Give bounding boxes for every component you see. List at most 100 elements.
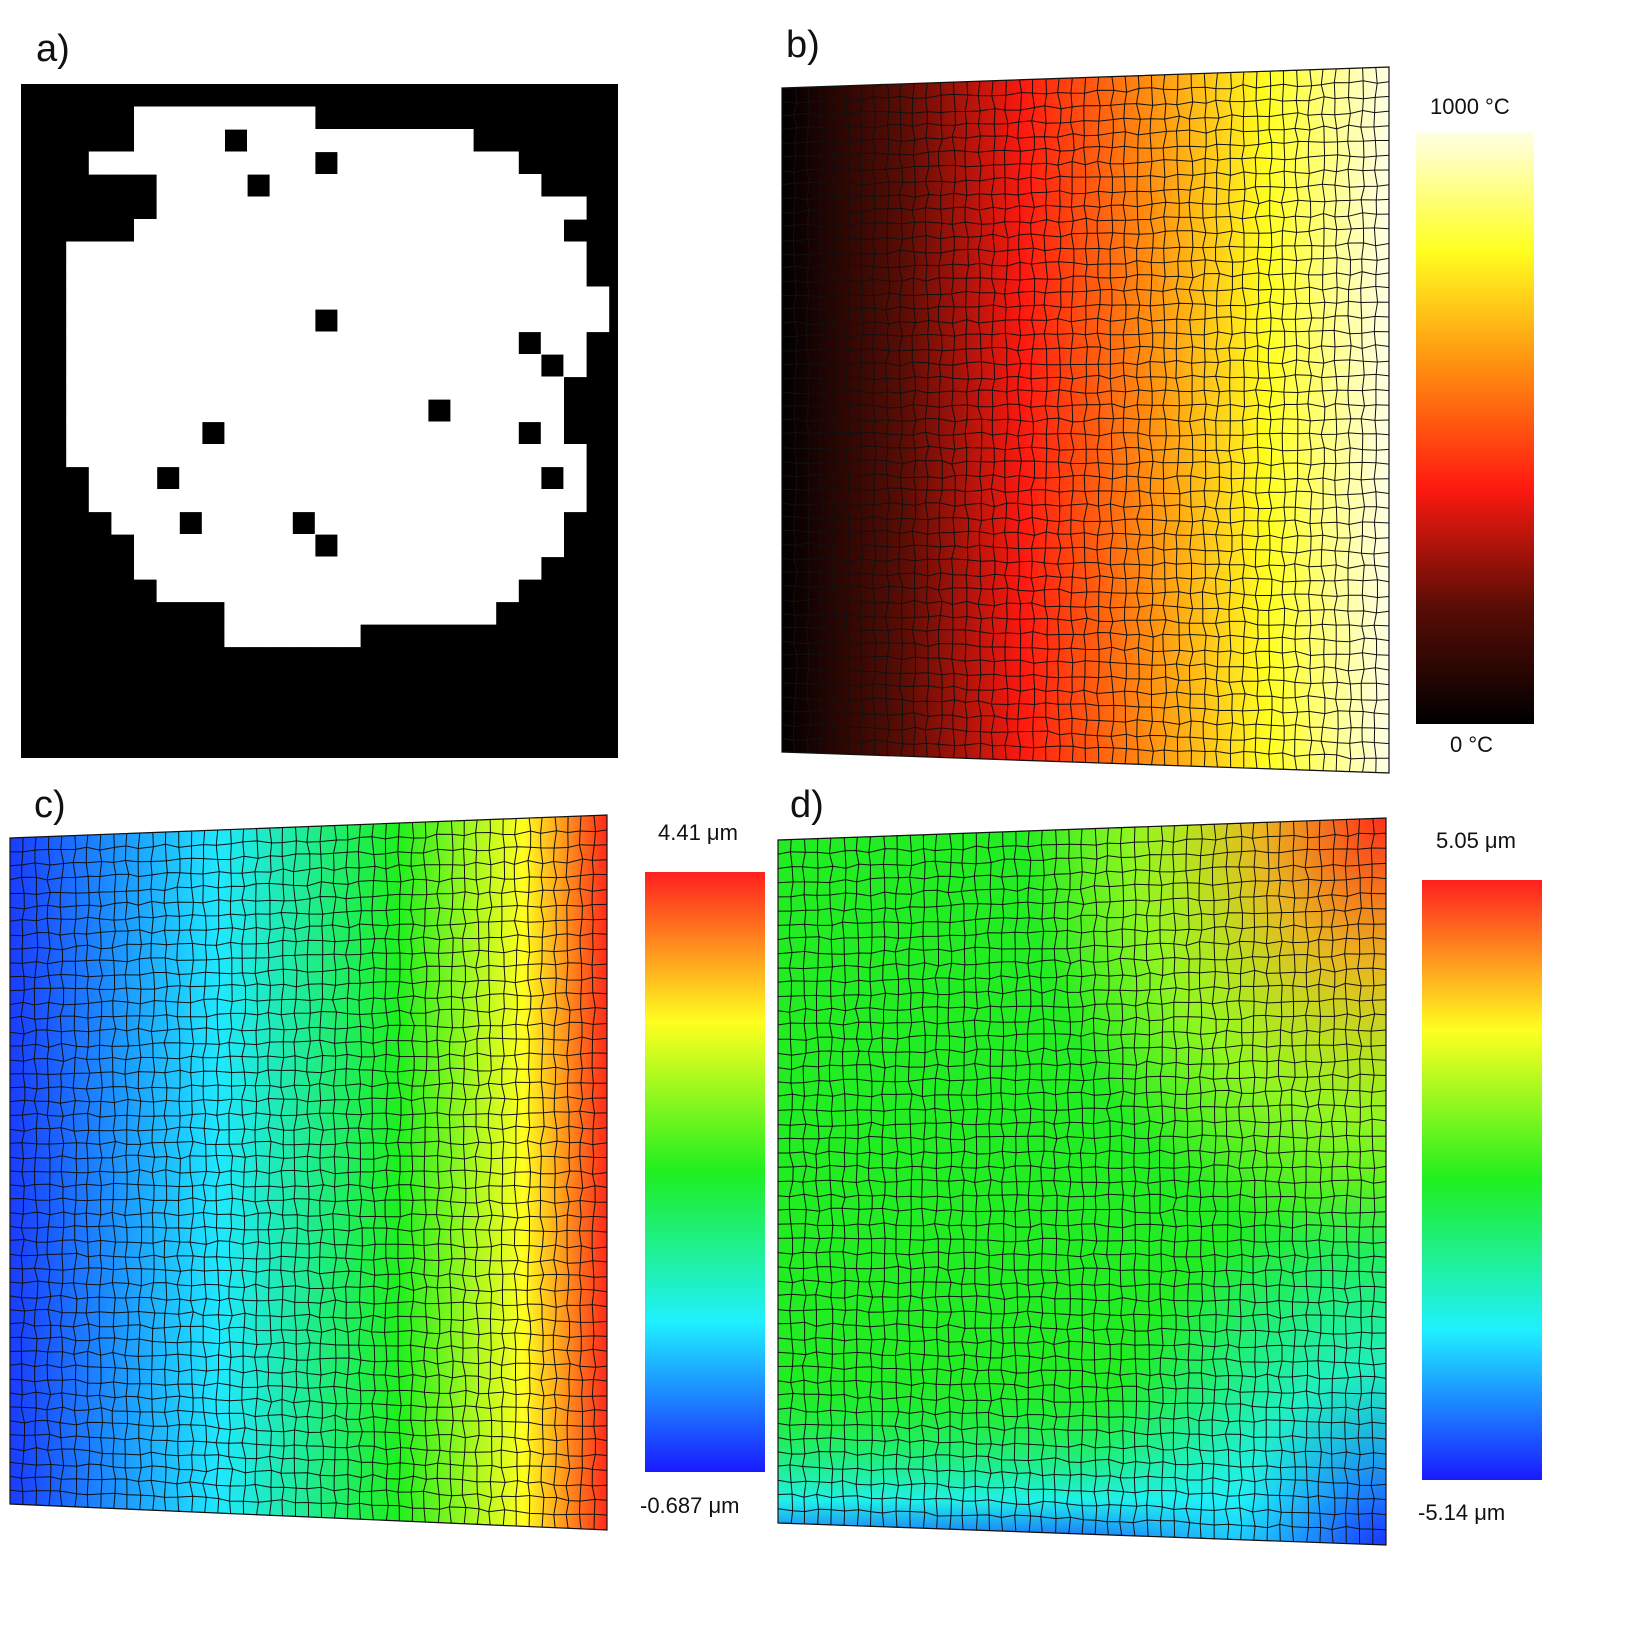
mask-cell (495, 534, 519, 558)
mask-cell (360, 219, 384, 243)
mask-cell (405, 219, 429, 243)
mask-cell (292, 219, 316, 243)
mask-cell (382, 264, 406, 288)
mesh-line (10, 1267, 607, 1278)
mask-cell (247, 196, 271, 220)
mesh-line (10, 1110, 607, 1118)
mask-cell (156, 534, 180, 558)
mask-cell (314, 421, 338, 445)
mask-cell (360, 466, 384, 490)
mask-cell (201, 196, 225, 220)
mask-cell (337, 376, 361, 400)
mask-cell (540, 219, 564, 243)
mesh-line (782, 242, 1389, 256)
mask-cell (427, 421, 451, 445)
mask-cell (337, 466, 361, 490)
mask-cell (473, 489, 497, 513)
mesh-line (10, 1225, 607, 1233)
mask-cell (382, 601, 406, 625)
mask-cell (224, 151, 248, 175)
mesh-line (778, 1392, 1386, 1411)
mesh-line (10, 1461, 607, 1487)
mask-cell (540, 309, 564, 333)
mask-cell (450, 264, 474, 288)
mask-cell (314, 624, 338, 648)
mask-cell (156, 399, 180, 423)
mask-cell (111, 421, 135, 445)
mask-cell (179, 219, 203, 243)
mask-cell (427, 534, 451, 558)
mask-cell (450, 376, 474, 400)
mask-cell (88, 354, 112, 378)
mask-cell (111, 444, 135, 468)
mask-cell (224, 174, 248, 198)
mask-cell (179, 174, 203, 198)
mask-cell (269, 556, 293, 580)
mask-cell (518, 241, 542, 265)
mesh-line (10, 1378, 607, 1398)
mask-cell (405, 579, 429, 603)
mask-cell (563, 196, 587, 220)
mesh-line (778, 1043, 1386, 1056)
mesh-line (10, 1182, 607, 1190)
mask-cell (540, 264, 564, 288)
mask-cell (518, 511, 542, 535)
mask-cell (292, 129, 316, 153)
mask-cell (134, 489, 158, 513)
mesh-line (778, 1508, 1386, 1531)
mask-cell (224, 376, 248, 400)
mask-cell (518, 399, 542, 423)
panel-b-label: b) (786, 24, 820, 66)
panel-d-label: d) (790, 784, 824, 826)
mask-cell (179, 286, 203, 310)
mesh-line (10, 1447, 607, 1471)
mask-cell (201, 579, 225, 603)
mask-cell (156, 151, 180, 175)
mask-cell (88, 241, 112, 265)
mask-cell (111, 309, 135, 333)
mask-cell (269, 106, 293, 130)
mask-cell (473, 421, 497, 445)
mesh-line (778, 1365, 1386, 1380)
mask-cell (292, 444, 316, 468)
mask-cell (134, 556, 158, 580)
mask-cell (360, 556, 384, 580)
mesh-line (782, 431, 1389, 437)
mesh-line (10, 962, 607, 979)
mask-cell (405, 421, 429, 445)
mask-cell (247, 601, 271, 625)
mask-cell (156, 196, 180, 220)
mask-cell (247, 534, 271, 558)
mesh-line (10, 1322, 607, 1338)
mask-cell (111, 264, 135, 288)
mask-cell (427, 151, 451, 175)
mesh-line (10, 1154, 607, 1160)
mesh-line (10, 1433, 607, 1457)
mask-cell (269, 624, 293, 648)
mask-cell (247, 466, 271, 490)
mask-cell (337, 241, 361, 265)
mesh-line (778, 998, 1386, 1013)
mask-cell (382, 196, 406, 220)
mask-cell (247, 129, 271, 153)
mask-cell (360, 309, 384, 333)
mesh-line (782, 613, 1389, 627)
mask-cell (224, 354, 248, 378)
mask-cell (156, 421, 180, 445)
mask-cell (66, 354, 90, 378)
mask-cell (405, 174, 429, 198)
panel-b-mesh (782, 67, 1389, 773)
mask-cell (473, 579, 497, 603)
mask-cell (382, 489, 406, 513)
mask-cell (360, 129, 384, 153)
mask-cell (540, 286, 564, 310)
mask-cell (134, 376, 158, 400)
mesh-line (10, 1052, 607, 1062)
mesh-line (778, 1321, 1386, 1335)
mask-cell (360, 579, 384, 603)
panel-d-mesh (778, 818, 1386, 1545)
mask-cell (382, 286, 406, 310)
mask-cell (495, 196, 519, 220)
mask-cell (473, 219, 497, 243)
mask-cell (247, 444, 271, 468)
